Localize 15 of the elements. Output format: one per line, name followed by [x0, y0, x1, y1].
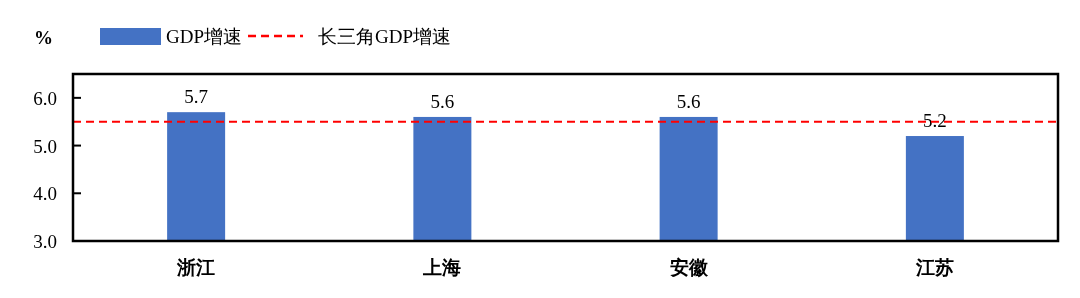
x-tick-label: 上海 — [422, 257, 462, 278]
y-tick-label: 5.0 — [33, 135, 57, 157]
data-label: 5.2 — [923, 110, 947, 132]
legend-label: GDP增速 — [166, 26, 243, 47]
legend-label: 长三角GDP增速 — [318, 26, 452, 47]
data-label: 5.6 — [676, 90, 701, 112]
y-axis-title: % — [34, 27, 53, 48]
data-label: 5.6 — [430, 90, 455, 112]
y-tick-label: 3.0 — [33, 231, 57, 252]
y-tick-label: 6.0 — [33, 87, 57, 109]
x-tick-label: 江苏 — [914, 257, 954, 278]
y-tick-label: 4.0 — [33, 183, 57, 205]
x-tick-label: 浙江 — [176, 257, 216, 278]
data-label: 5.7 — [184, 86, 208, 108]
x-tick-label: 安徽 — [669, 257, 709, 278]
